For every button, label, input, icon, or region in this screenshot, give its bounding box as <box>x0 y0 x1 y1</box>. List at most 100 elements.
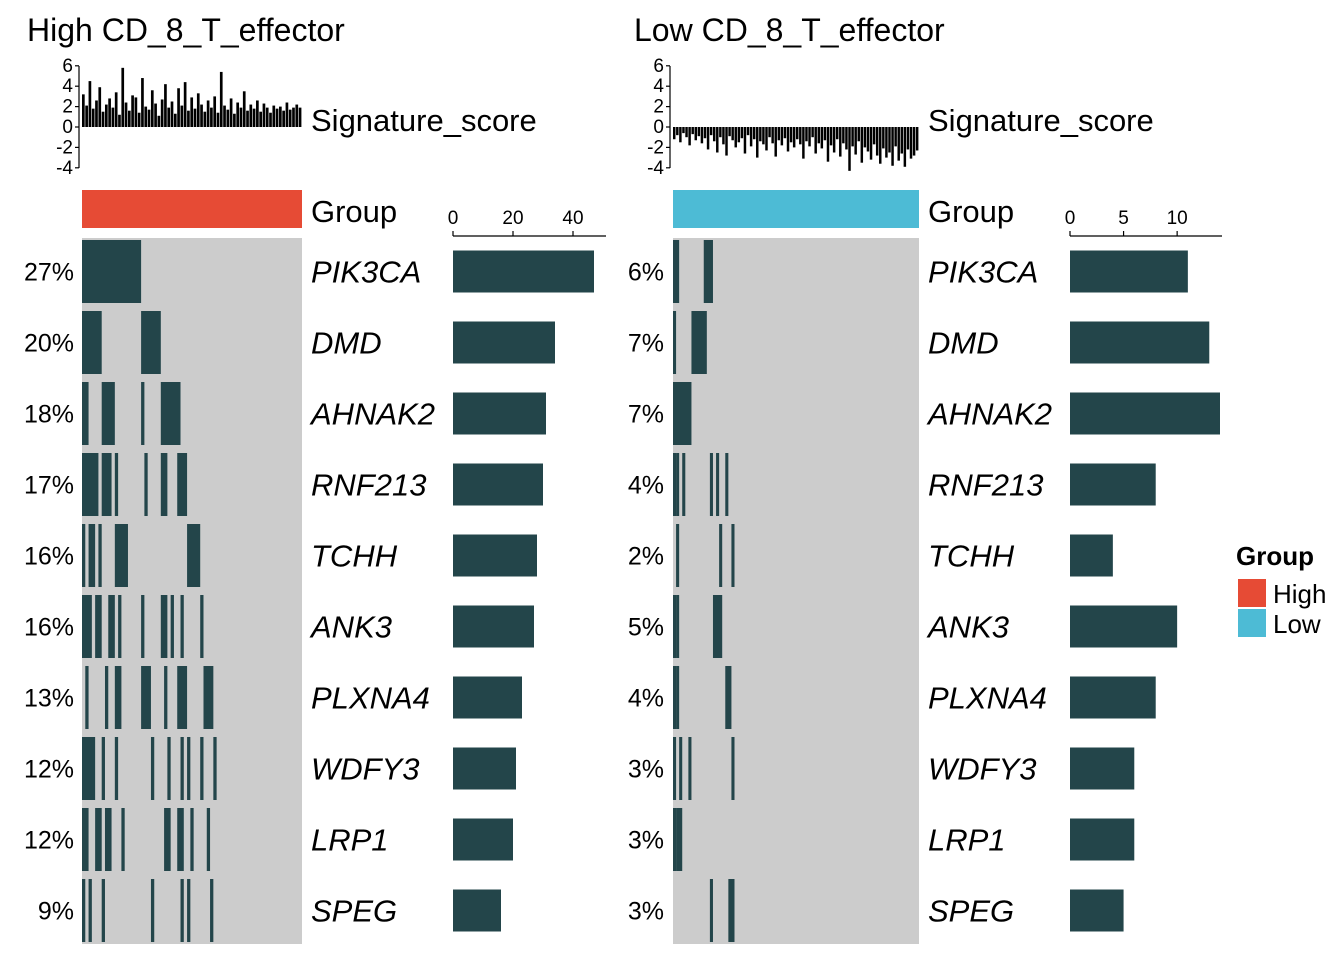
signature-bar <box>839 127 842 157</box>
gene-label: AHNAK2 <box>926 397 1052 432</box>
signature-bar <box>160 99 164 127</box>
mutation-cell <box>673 666 677 729</box>
mutation-cell <box>150 737 155 800</box>
mutation-percent: 9% <box>38 898 74 926</box>
signature-bar <box>891 127 894 166</box>
mutation-percent: 16% <box>24 543 74 571</box>
signature-bar <box>108 98 111 127</box>
signature-bar <box>719 127 722 138</box>
signature-bar <box>200 104 203 127</box>
mutation-cell <box>101 382 115 445</box>
signature-bar <box>734 127 737 148</box>
signature-bar <box>252 108 256 127</box>
signature-bar <box>285 102 289 127</box>
gene-label: WDFY3 <box>928 752 1037 787</box>
signature-bar <box>860 127 864 163</box>
mutation-percent: 4% <box>628 685 664 713</box>
signature-bar <box>915 127 919 151</box>
signature-bar <box>863 127 867 148</box>
mutation-percent: 12% <box>24 756 74 784</box>
signature-bar <box>814 127 817 154</box>
signature-bar <box>203 111 207 127</box>
signature-bar <box>866 127 870 152</box>
mutation-cell <box>210 879 214 942</box>
signature-bar <box>131 95 134 127</box>
group-label: Group <box>311 194 397 229</box>
signature-bar <box>101 111 105 127</box>
signature-bar <box>820 127 824 149</box>
signature-bar <box>835 127 839 140</box>
signature-bar <box>765 127 768 151</box>
mutation-percent: 7% <box>628 401 664 429</box>
mutation-cell <box>200 595 204 658</box>
signature-bar <box>909 127 913 159</box>
mutation-percent: 7% <box>628 330 664 358</box>
signature-bar <box>694 127 697 141</box>
mutation-cell <box>121 808 125 871</box>
mutation-count-bar <box>1070 534 1113 577</box>
mutation-cell <box>725 666 732 729</box>
mutation-cell <box>164 808 171 871</box>
signature-bar <box>121 67 125 127</box>
signature-bar <box>279 106 282 127</box>
mutation-cell <box>167 737 171 800</box>
mutation-cell <box>676 524 680 587</box>
mutation-cell <box>141 311 161 374</box>
signature-bar <box>716 127 719 153</box>
signature-bar <box>746 127 750 136</box>
mutation-cell <box>88 879 92 942</box>
mutation-count-bar <box>453 463 543 506</box>
signature-bar <box>223 105 226 127</box>
signature-bar <box>826 127 830 162</box>
count-x-tick-label: 0 <box>448 208 459 229</box>
mutation-cell <box>82 595 92 658</box>
signature-y-tick-label: 2 <box>653 97 664 118</box>
signature-bar <box>682 127 685 134</box>
count-x-tick-label: 10 <box>1167 208 1188 229</box>
signature-bar <box>780 127 784 146</box>
signature-bar <box>679 127 682 143</box>
signature-y-tick-label: 4 <box>653 76 664 97</box>
signature-bar <box>842 127 845 144</box>
signature-bar <box>282 110 285 127</box>
signature-bar <box>213 96 217 127</box>
signature-bar <box>796 127 799 140</box>
mutation-cell <box>82 808 89 871</box>
mutation-percent: 3% <box>628 898 664 926</box>
signature-bar <box>771 127 774 144</box>
signature-bar <box>292 107 295 127</box>
mutation-count-bar <box>453 676 522 719</box>
signature-bar <box>832 127 836 153</box>
mutation-cell <box>709 879 713 942</box>
mutation-cell <box>673 808 677 871</box>
signature-y-tick-label: -4 <box>56 158 73 179</box>
signature-bar <box>857 127 860 142</box>
signature-y-tick-label: -2 <box>647 137 664 158</box>
signature-bar <box>118 114 121 127</box>
signature-bar <box>685 127 688 138</box>
mutation-cell <box>177 666 188 729</box>
mutation-count-bar <box>1070 747 1135 790</box>
mutation-percent: 12% <box>24 827 74 855</box>
signature-bar <box>259 111 262 127</box>
signature-bar <box>845 127 848 150</box>
group-annotation-bar <box>82 190 302 228</box>
signature-bar <box>150 90 154 127</box>
signature-bar <box>141 78 144 127</box>
signature-bar <box>811 127 814 138</box>
signature-bar <box>894 127 897 147</box>
mutation-count-bar <box>453 534 537 577</box>
gene-label: AHNAK2 <box>309 397 435 432</box>
gene-label: TCHH <box>311 539 398 574</box>
signature-label: Signature_score <box>311 103 537 138</box>
signature-bar <box>759 127 762 142</box>
signature-bar <box>85 105 88 127</box>
gene-label: LRP1 <box>928 823 1006 858</box>
panel-title: Low CD_8_T_effector <box>634 12 945 48</box>
signature-bar <box>170 101 174 127</box>
signature-bar <box>269 112 272 127</box>
mutation-cell <box>114 524 128 587</box>
signature-bar <box>691 127 694 135</box>
mutation-cell <box>725 453 729 516</box>
signature-bar <box>239 107 243 127</box>
